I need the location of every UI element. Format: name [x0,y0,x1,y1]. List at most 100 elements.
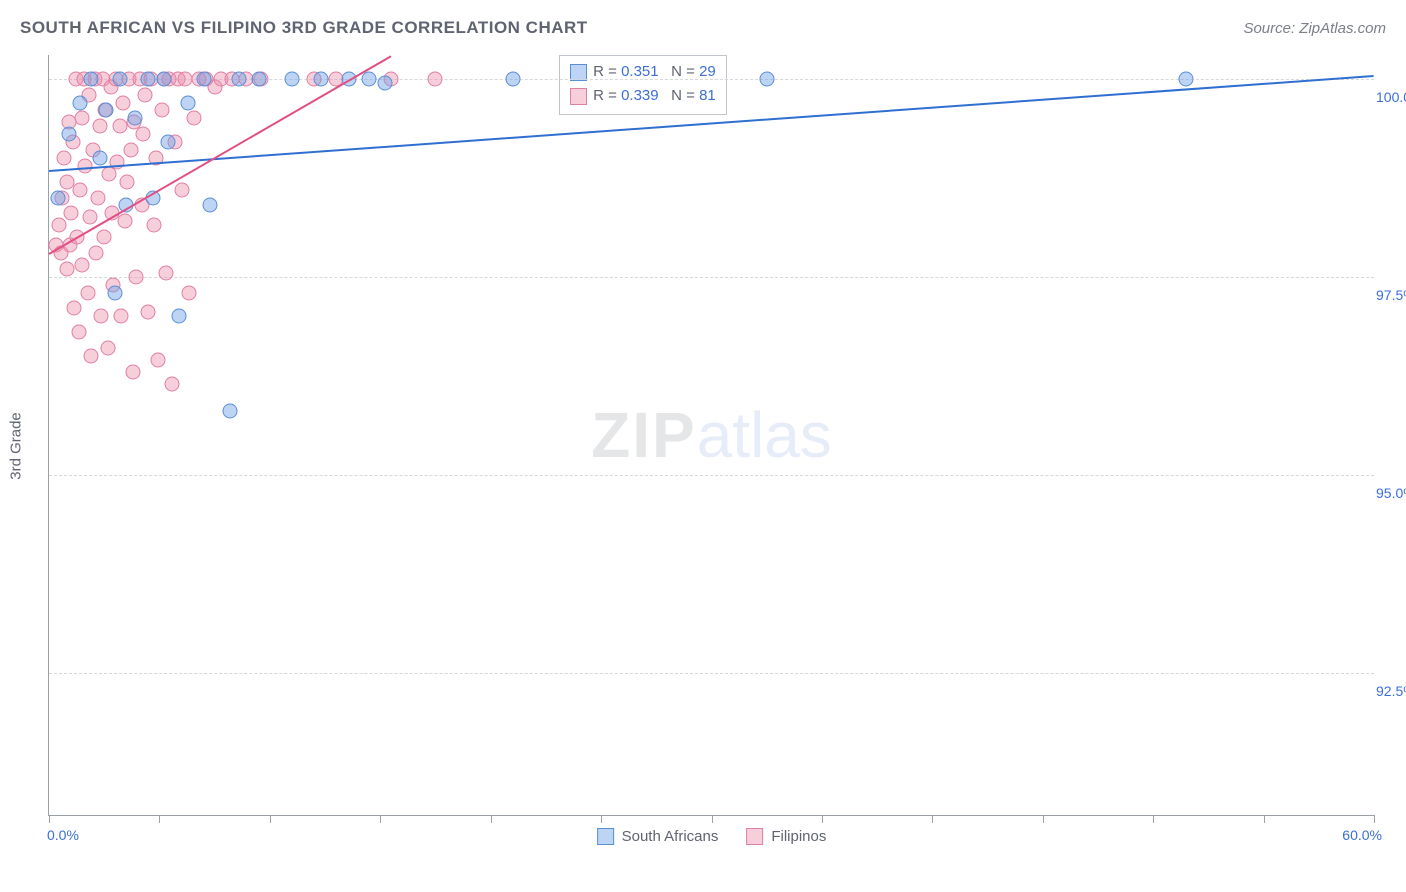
data-point [164,376,179,391]
data-point [151,352,166,367]
data-point [100,340,115,355]
data-point [203,198,218,213]
x-max-label: 60.0% [1342,827,1382,843]
legend-text: R = 0.339 N = 81 [593,84,716,108]
x-tick [491,815,492,823]
data-point [174,182,189,197]
data-point [113,309,128,324]
x-tick [270,815,271,823]
gridline [49,277,1374,278]
data-point [93,309,108,324]
data-point [177,71,192,86]
y-tick-label: 95.0% [1376,485,1406,501]
data-point [92,150,107,165]
data-point [82,210,97,225]
series-legend-item: South Africans [597,828,719,845]
data-point [112,71,127,86]
legend-swatch [597,828,614,845]
data-point [186,111,201,126]
data-point [231,71,246,86]
data-point [118,214,133,229]
data-point [172,309,187,324]
data-point [50,190,65,205]
gridline [49,673,1374,674]
y-tick-label: 92.5% [1376,683,1406,699]
data-point [78,158,93,173]
data-point [120,174,135,189]
x-tick [822,815,823,823]
data-point [57,150,72,165]
data-point [128,111,143,126]
watermark: ZIPatlas [591,398,832,472]
series-legend: South Africans Filipinos [597,828,827,845]
x-tick [159,815,160,823]
data-point [61,127,76,142]
data-point [759,71,774,86]
source-label: Source: ZipAtlas.com [1243,20,1386,37]
data-point [377,75,392,90]
data-point [71,325,86,340]
data-point [108,285,123,300]
data-point [159,265,174,280]
legend-swatch [746,828,763,845]
data-point [112,119,127,134]
x-tick [1374,815,1375,823]
data-point [99,103,114,118]
stats-legend-row: R = 0.339 N = 81 [570,84,716,108]
data-point [90,190,105,205]
series-name: Filipinos [771,828,826,845]
stats-legend: R = 0.351 N = 29R = 0.339 N = 81 [559,55,727,115]
watermark-light: atlas [697,399,832,471]
x-tick [712,815,713,823]
data-point [135,127,150,142]
data-point [284,71,299,86]
data-point [161,135,176,150]
gridline [49,475,1374,476]
data-point [80,285,95,300]
data-point [141,71,156,86]
x-tick [49,815,50,823]
data-point [223,404,238,419]
data-point [251,71,266,86]
x-tick [932,815,933,823]
data-point [505,71,520,86]
y-tick-label: 97.5% [1376,287,1406,303]
x-tick [1264,815,1265,823]
data-point [115,95,130,110]
x-tick [1043,815,1044,823]
data-point [181,95,196,110]
chart-title: SOUTH AFRICAN VS FILIPINO 3RD GRADE CORR… [20,18,588,38]
data-point [72,95,87,110]
data-point [75,111,90,126]
series-legend-item: Filipinos [746,828,826,845]
data-point [154,103,169,118]
x-tick [1153,815,1154,823]
data-point [83,348,98,363]
y-axis-label: 3rd Grade [8,412,25,480]
data-point [146,218,161,233]
data-point [97,230,112,245]
data-point [83,71,98,86]
data-point [138,87,153,102]
data-point [75,257,90,272]
data-point [1179,71,1194,86]
data-point [59,261,74,276]
y-tick-label: 100.0% [1376,89,1406,105]
data-point [89,245,104,260]
data-point [141,305,156,320]
watermark-bold: ZIP [591,399,697,471]
data-point [67,301,82,316]
data-point [129,269,144,284]
x-tick [380,815,381,823]
data-point [196,71,211,86]
legend-swatch [570,88,587,105]
data-point [362,71,377,86]
data-point [182,285,197,300]
data-point [92,119,107,134]
data-point [156,71,171,86]
data-point [72,182,87,197]
x-tick [601,815,602,823]
data-point [123,143,138,158]
data-point [51,218,66,233]
data-point [64,206,79,221]
